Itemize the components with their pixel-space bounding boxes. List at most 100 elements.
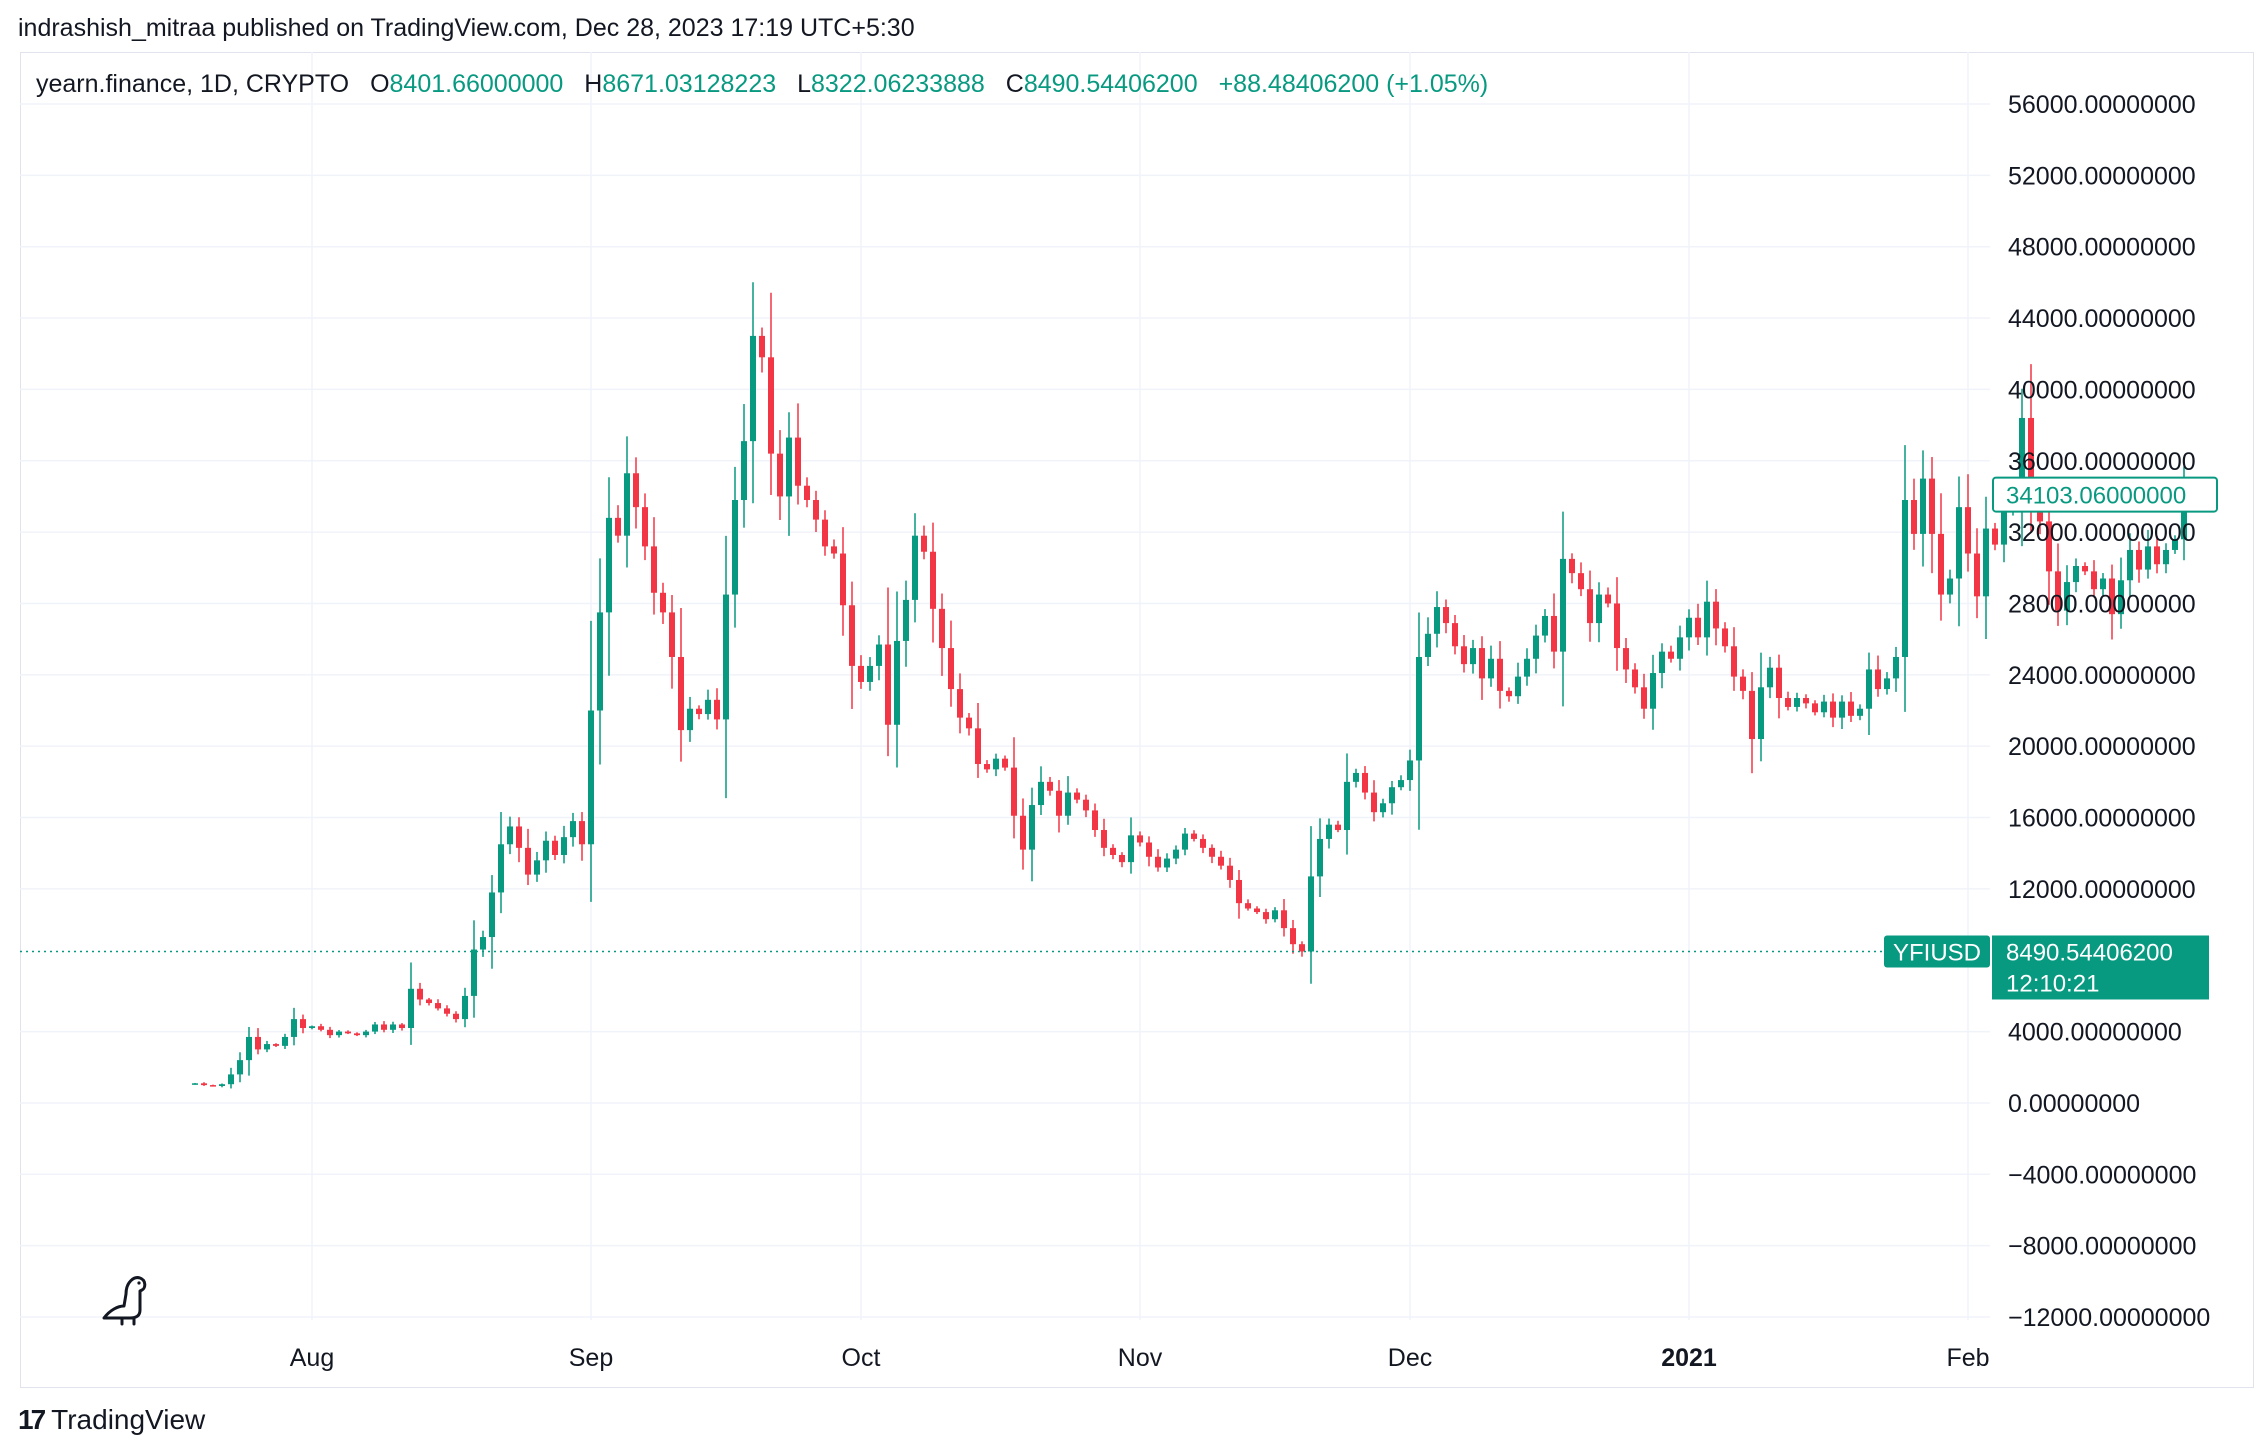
candle xyxy=(552,835,558,860)
candle-body xyxy=(1416,656,1422,761)
candle-body xyxy=(1164,858,1170,868)
candle-body xyxy=(1047,781,1053,791)
candle xyxy=(1911,478,1917,550)
candle-body xyxy=(1992,528,1998,545)
legend-close-value: 8490.54406200 xyxy=(1023,70,1198,98)
candle-body xyxy=(1236,879,1242,904)
candle xyxy=(1677,625,1683,671)
price-lines: YFIUSD 8490.54406200 12:10:21 34103.0600000… xyxy=(20,476,2218,1000)
candle-body xyxy=(1146,842,1152,857)
candle-body xyxy=(1587,589,1593,624)
candle xyxy=(858,655,864,689)
candle-body xyxy=(552,840,558,855)
candle xyxy=(570,812,576,847)
candle-body xyxy=(1776,667,1782,699)
candle xyxy=(642,493,648,561)
candle-body xyxy=(813,500,819,520)
tradingview-footer[interactable]: 17 TradingView xyxy=(18,1404,205,1436)
candle-body xyxy=(1839,701,1845,718)
candle xyxy=(606,477,612,676)
candle-body xyxy=(1560,558,1566,652)
candle-body xyxy=(1623,648,1629,670)
candle-body xyxy=(1677,637,1683,659)
candle xyxy=(1551,593,1557,669)
candle-body xyxy=(912,535,918,600)
candle xyxy=(750,282,756,504)
candle xyxy=(2091,560,2097,598)
candle xyxy=(1704,580,1710,656)
candle xyxy=(849,581,855,709)
candle-body xyxy=(489,892,495,938)
candle xyxy=(1947,569,1953,604)
candle xyxy=(1254,906,1260,915)
candle xyxy=(453,1011,459,1023)
candle xyxy=(876,635,882,681)
candle-body xyxy=(561,837,567,855)
candle-body xyxy=(1758,687,1764,740)
candle xyxy=(633,457,639,529)
candle-body xyxy=(1362,772,1368,793)
time-tick-label: Oct xyxy=(842,1344,881,1372)
candle xyxy=(1596,582,1602,643)
candle xyxy=(1785,691,1791,711)
price-axis[interactable]: 56000.00000000 52000.00000000 48000.000000… xyxy=(2008,91,2210,1332)
grid-lines xyxy=(20,52,1990,1320)
candle-body xyxy=(1155,856,1161,868)
candle-body xyxy=(462,995,468,1020)
candle-body xyxy=(1938,533,1944,595)
candle xyxy=(966,713,972,736)
candle-body xyxy=(1506,690,1512,697)
candle xyxy=(327,1026,333,1039)
countdown-label: 12:10:21 xyxy=(2006,970,2099,997)
candle-body xyxy=(696,708,702,715)
symbol-tag-label: YFIUSD xyxy=(1893,939,1981,966)
candle-body xyxy=(1974,553,1980,597)
candle xyxy=(2118,557,2124,629)
candle xyxy=(1812,700,1818,716)
candle xyxy=(1083,794,1089,818)
candle-body xyxy=(210,1085,216,1087)
candle xyxy=(759,327,765,373)
candle xyxy=(1065,776,1071,825)
candle-body xyxy=(795,437,801,486)
legend-symbol[interactable]: yearn.finance, 1D, CRYPTO xyxy=(36,70,350,98)
candle xyxy=(1452,614,1458,655)
time-axis[interactable]: Aug Sep Oct Nov Dec 2021 Feb xyxy=(290,1344,1990,1372)
candle xyxy=(1056,780,1062,833)
candle-body xyxy=(2145,546,2151,570)
candle xyxy=(1515,662,1521,704)
candle-body xyxy=(1722,628,1728,647)
candle xyxy=(399,1023,405,1031)
candle xyxy=(1983,496,1989,640)
candle-body xyxy=(1515,676,1521,697)
candle-body xyxy=(228,1074,234,1085)
candle-body xyxy=(786,437,792,497)
candle-body xyxy=(498,844,504,893)
candle-body xyxy=(1713,601,1719,629)
candle-body xyxy=(1434,607,1440,634)
candle-body xyxy=(2100,578,2106,590)
candle xyxy=(957,673,963,734)
candle-body xyxy=(1875,669,1881,690)
candle xyxy=(1443,599,1449,634)
candle xyxy=(381,1021,387,1033)
candle-body xyxy=(246,1036,252,1061)
candle-body xyxy=(2001,507,2007,545)
candle xyxy=(273,1043,279,1047)
candle-body xyxy=(1335,824,1341,831)
price-tick-label: 32000.00000000 xyxy=(2008,519,2196,547)
candle xyxy=(804,477,810,508)
candle-body xyxy=(921,535,927,552)
candle xyxy=(2055,543,2061,626)
candle-body xyxy=(282,1036,288,1046)
candle xyxy=(1101,818,1107,857)
candle xyxy=(777,430,783,520)
candle xyxy=(336,1030,342,1038)
candle xyxy=(1092,803,1098,837)
candle-body xyxy=(1083,799,1089,811)
candle-body xyxy=(2019,417,2025,493)
candle xyxy=(1713,589,1719,646)
candle-body xyxy=(201,1083,207,1086)
candle xyxy=(210,1084,216,1087)
